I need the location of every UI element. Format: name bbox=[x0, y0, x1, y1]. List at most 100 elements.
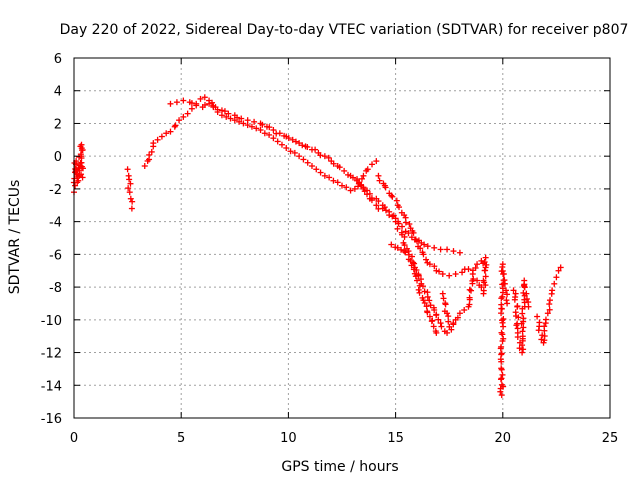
x-tick-label: 15 bbox=[387, 431, 404, 446]
x-tick-label: 10 bbox=[280, 431, 297, 446]
y-tick-label: -16 bbox=[41, 412, 62, 427]
data-point-fill bbox=[468, 288, 474, 294]
data-point bbox=[526, 304, 532, 310]
data-point bbox=[373, 158, 379, 164]
y-axis-label: SDTVAR / TECUs bbox=[7, 180, 23, 295]
x-axis-label: GPS time / hours bbox=[281, 459, 398, 475]
chart-title: Day 220 of 2022, Sidereal Day-to-day VTE… bbox=[60, 22, 629, 38]
data-point-fill bbox=[467, 287, 473, 293]
data-point bbox=[150, 140, 156, 146]
data-point bbox=[551, 281, 557, 287]
y-tick-label: -10 bbox=[41, 314, 62, 329]
data-point bbox=[549, 287, 555, 293]
data-point bbox=[450, 248, 456, 254]
data-point-fill bbox=[377, 178, 383, 184]
y-tick-label: 4 bbox=[54, 85, 62, 100]
data-point-fill bbox=[514, 304, 520, 310]
data-point bbox=[504, 300, 510, 306]
data-point-fill bbox=[312, 147, 318, 153]
data-point bbox=[128, 196, 134, 202]
y-tick-label: 0 bbox=[54, 150, 62, 165]
data-point-fill bbox=[417, 290, 423, 296]
y-tick-label: -6 bbox=[49, 248, 62, 263]
data-point bbox=[313, 166, 319, 172]
data-point-fill bbox=[520, 290, 526, 296]
data-point bbox=[499, 392, 505, 398]
data-point-fill bbox=[129, 199, 135, 205]
data-point bbox=[444, 246, 450, 252]
data-point bbox=[341, 168, 347, 174]
data-point bbox=[446, 273, 452, 279]
data-point bbox=[431, 245, 437, 251]
data-point-fill bbox=[500, 268, 506, 274]
plot-border bbox=[74, 58, 610, 418]
x-tick-label: 20 bbox=[495, 431, 512, 446]
data-point bbox=[275, 138, 281, 144]
data-point bbox=[318, 170, 324, 176]
data-point bbox=[174, 99, 180, 105]
y-tick-label: 6 bbox=[54, 52, 62, 67]
x-tick-labels: 0 5 10 15 20 25 bbox=[70, 431, 618, 446]
x-tick-label: 5 bbox=[177, 431, 185, 446]
data-point bbox=[305, 160, 311, 166]
data-point-fill bbox=[546, 301, 552, 307]
data-point-fill bbox=[445, 313, 451, 319]
data-point bbox=[553, 274, 559, 280]
data-point bbox=[189, 106, 195, 112]
data-point-fill bbox=[543, 317, 549, 323]
data-point bbox=[185, 111, 191, 117]
y-tick-label: -4 bbox=[49, 216, 62, 231]
axis-ticks bbox=[74, 58, 610, 418]
data-point bbox=[300, 156, 306, 162]
x-tick-label: 0 bbox=[70, 431, 78, 446]
data-point-fill bbox=[422, 288, 428, 294]
data-point bbox=[270, 135, 276, 141]
y-tick-labels: -16 -14 -12 -10 -8 -6 -4 -2 0 2 4 6 bbox=[41, 52, 62, 427]
data-point bbox=[386, 212, 392, 218]
data-point bbox=[245, 117, 251, 123]
data-point-fill bbox=[499, 350, 505, 356]
data-point-fill bbox=[423, 257, 429, 263]
data-point bbox=[283, 145, 289, 151]
data-point bbox=[129, 206, 135, 212]
data-point bbox=[534, 314, 540, 320]
data-point bbox=[125, 166, 131, 172]
x-tick-label: 25 bbox=[602, 431, 619, 446]
data-point-fill bbox=[394, 198, 400, 204]
y-tick-label: -14 bbox=[41, 379, 62, 394]
data-point bbox=[296, 153, 302, 159]
data-point bbox=[159, 134, 165, 140]
data-point-fill bbox=[482, 267, 488, 273]
data-point-fill bbox=[416, 287, 422, 293]
grid bbox=[74, 58, 610, 418]
data-point-fill bbox=[498, 375, 504, 381]
data-point bbox=[461, 307, 467, 313]
data-point bbox=[375, 173, 381, 179]
data-point bbox=[369, 161, 375, 167]
data-point-fill bbox=[172, 122, 178, 128]
data-point bbox=[270, 127, 276, 133]
data-point bbox=[167, 101, 173, 107]
data-point bbox=[500, 261, 506, 267]
sdtvar-chart: Day 220 of 2022, Sidereal Day-to-day VTE… bbox=[0, 0, 640, 480]
data-point bbox=[172, 124, 178, 130]
data-point bbox=[142, 163, 148, 169]
data-point-fill bbox=[520, 315, 526, 321]
y-tick-label: -12 bbox=[41, 347, 62, 362]
data-point-fill bbox=[500, 316, 506, 322]
data-point-fill bbox=[443, 301, 449, 307]
data-point-fill bbox=[536, 327, 542, 333]
y-tick-label: -2 bbox=[49, 183, 62, 198]
data-point-fill bbox=[520, 346, 526, 352]
data-point bbox=[453, 271, 459, 277]
data-point bbox=[279, 142, 285, 148]
data-point bbox=[438, 246, 444, 252]
y-tick-label: 2 bbox=[54, 117, 62, 132]
data-point bbox=[547, 297, 553, 303]
data-point bbox=[465, 266, 471, 272]
y-tick-label: -8 bbox=[49, 281, 62, 296]
data-point bbox=[155, 137, 161, 143]
data-point bbox=[457, 250, 463, 256]
data-point-fill bbox=[389, 194, 395, 200]
data-point bbox=[309, 163, 315, 169]
